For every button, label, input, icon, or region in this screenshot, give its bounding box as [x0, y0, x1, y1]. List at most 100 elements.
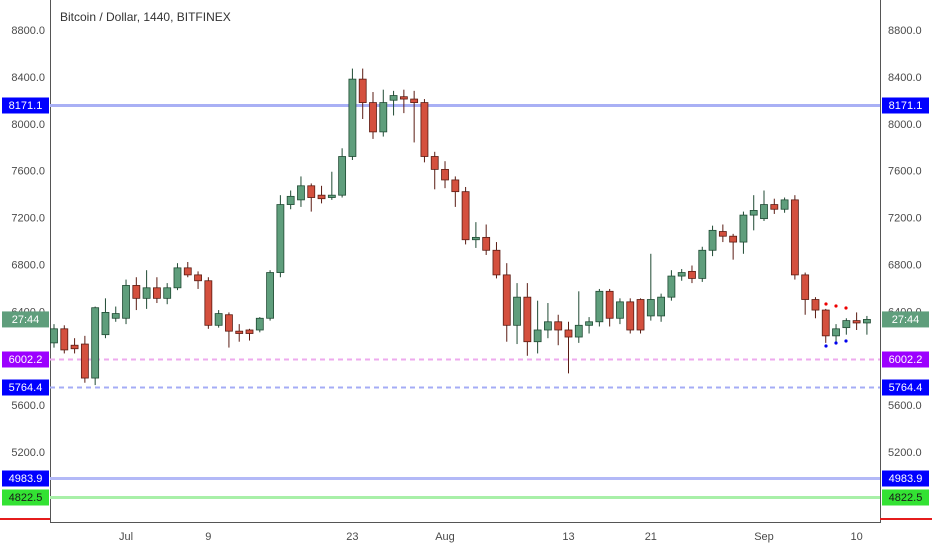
- y-tick-label-right: 7600.0: [888, 166, 922, 178]
- candle-body: [471, 236, 480, 241]
- level-label-right-box: [882, 489, 929, 506]
- candle-body: [183, 267, 192, 276]
- candle-body: [513, 296, 521, 326]
- axis-labels: 5200.05200.05600.05600.06000.06000.06400…: [2, 25, 929, 543]
- candle-body: [585, 321, 593, 326]
- candle-body: [605, 290, 614, 319]
- candle-body: [122, 285, 130, 319]
- candle-body: [760, 204, 768, 220]
- level-label-left-box: [2, 351, 49, 368]
- candle-body: [142, 287, 151, 299]
- candle-body: [636, 299, 645, 331]
- y-tick-label-right: 5200.0: [888, 447, 922, 459]
- y-tick-label: 8400.0: [11, 72, 45, 84]
- candle-body: [533, 329, 542, 343]
- candle-body: [688, 270, 696, 279]
- candle-body: [667, 275, 676, 298]
- candle-body: [297, 185, 305, 201]
- y-tick-label: 6800.0: [11, 259, 45, 271]
- x-tick-label: 9: [205, 531, 211, 543]
- level-label-right-box: [882, 97, 929, 114]
- candle-body: [80, 343, 89, 379]
- candle-body: [369, 102, 377, 133]
- candle-body: [276, 204, 285, 273]
- candle-body: [266, 272, 274, 319]
- level-label-left-box: [2, 97, 49, 114]
- y-tick-label: 7600.0: [11, 166, 45, 178]
- y-tick-label-right: 5600.0: [888, 400, 922, 412]
- candle-body: [677, 272, 686, 277]
- y-tick-label: 8800.0: [11, 25, 45, 37]
- candle-body: [544, 321, 552, 331]
- y-tick-label: 7200.0: [11, 213, 45, 225]
- candle-body: [790, 199, 799, 276]
- x-tick-label: 23: [346, 531, 358, 543]
- level-label-right-box: [882, 351, 929, 368]
- candle-body: [564, 329, 573, 338]
- candle-body: [492, 249, 501, 276]
- level-label-left: 6002.2: [9, 354, 43, 366]
- candle-body: [821, 309, 830, 337]
- candle-body: [801, 274, 810, 300]
- candle-body: [718, 231, 727, 237]
- levels: [50, 104, 880, 499]
- candle-body: [307, 185, 316, 198]
- candle-body: [379, 102, 388, 133]
- candle-body: [832, 328, 840, 337]
- candle-body: [780, 199, 789, 210]
- candle-body: [842, 320, 851, 329]
- candle-body: [399, 96, 408, 100]
- candle-body: [482, 236, 491, 251]
- candle-body: [698, 249, 707, 279]
- countdown-left: 27:44: [12, 314, 40, 326]
- candle-body: [749, 210, 758, 216]
- level-label-right: 4822.5: [889, 492, 923, 504]
- candle-body: [863, 319, 871, 324]
- indicator-dots: [824, 302, 848, 348]
- y-tick-label: 5200.0: [11, 447, 45, 459]
- y-tick-label: 8000.0: [11, 119, 45, 131]
- level-label-right: 5764.4: [889, 382, 923, 394]
- candle-body: [152, 287, 161, 299]
- y-tick-label-right: 8400.0: [888, 72, 922, 84]
- candle-body: [708, 229, 717, 251]
- candle-body: [410, 98, 419, 103]
- candle-body: [657, 296, 666, 317]
- y-tick-label-right: 8000.0: [888, 119, 922, 131]
- candle-body: [451, 179, 460, 193]
- candle-body: [132, 285, 141, 299]
- level-label-right-box: [882, 470, 929, 487]
- candle-body: [60, 328, 69, 351]
- x-tick-label: 13: [562, 531, 574, 543]
- candle-body: [770, 204, 779, 210]
- candle-body: [358, 78, 367, 103]
- candle-body: [430, 156, 439, 170]
- level-label-left-box: [2, 379, 49, 396]
- candle-body: [317, 194, 326, 200]
- candle-body: [595, 290, 604, 323]
- candle-body: [70, 344, 79, 350]
- y-tick-label-right: 8800.0: [888, 25, 922, 37]
- chart-title: Bitcoin / Dollar, 1440, BITFINEX: [60, 10, 231, 24]
- candle-body: [204, 280, 213, 326]
- x-tick-label: Jul: [119, 531, 133, 543]
- countdown-right-box: [882, 311, 929, 328]
- candle-body: [852, 320, 861, 324]
- candle-body: [101, 312, 110, 336]
- candle-body: [502, 274, 511, 326]
- candle-body: [626, 301, 635, 331]
- x-tick-label: Sep: [754, 531, 774, 543]
- candle-body: [646, 299, 655, 317]
- candle-body: [574, 324, 583, 338]
- candle-body: [173, 267, 182, 289]
- level-label-right: 4983.9: [889, 473, 923, 485]
- level-label-right: 6002.2: [889, 354, 923, 366]
- level-label-left: 4822.5: [9, 492, 43, 504]
- candles: [50, 68, 871, 386]
- candle-body: [50, 328, 58, 344]
- candle-body: [225, 314, 233, 332]
- candle-body: [441, 168, 449, 181]
- candle-body: [163, 287, 172, 299]
